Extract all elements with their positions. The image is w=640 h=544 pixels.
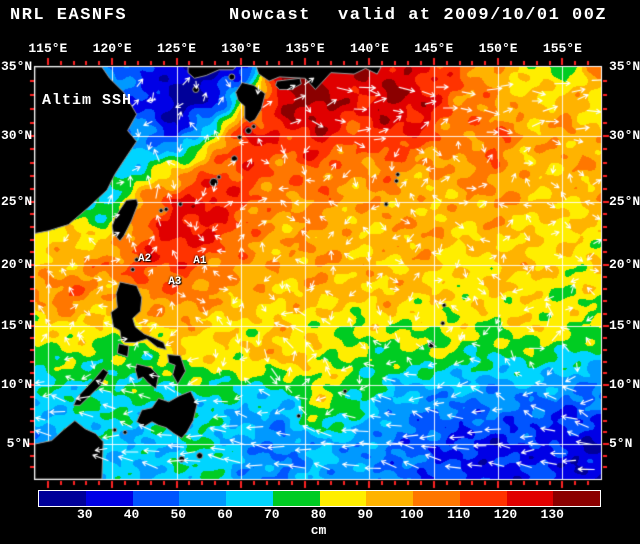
colorbar-segment [226, 491, 273, 506]
colorbar-segment [272, 491, 320, 506]
lat-tick-label: 10°N [1, 377, 33, 393]
lon-tick-label: 135°E [285, 41, 325, 56]
colorbar-segment [366, 491, 413, 506]
lon-tick-label: 125°E [156, 41, 196, 56]
colorbar-segment [85, 491, 133, 506]
lat-tick-label: 20°N [609, 256, 640, 272]
colorbar-tick-label: 60 [217, 507, 233, 522]
colorbar-segment [39, 491, 86, 506]
lat-tick-label: 15°N [1, 317, 33, 333]
lat-tick-label: 25°N [609, 193, 640, 209]
colorbar-unit-label: cm [310, 523, 327, 538]
station-label-a3: A3 [168, 275, 182, 288]
product-type-label: Nowcast [229, 6, 311, 25]
lat-tick-label: 5°N [6, 436, 30, 452]
lon-tick-label: 150°E [478, 41, 518, 56]
colorbar-tick-label: 100 [400, 507, 424, 522]
lat-tick-label: 20°N [1, 256, 33, 272]
field-name-label: Altim SSH [42, 92, 133, 109]
colorbar-segment [319, 491, 367, 506]
colorbar-tick-label: 70 [263, 507, 280, 522]
colorbar-segment [413, 491, 460, 506]
lat-tick-label: 35°N [1, 59, 33, 74]
colorbar-segment [179, 491, 226, 506]
station-label-a2: A2 [137, 253, 152, 266]
lon-tick-label: 120°E [92, 41, 132, 56]
colorbar-segment [459, 491, 507, 506]
colorbar-tick-label: 40 [123, 507, 140, 522]
colorbar-segment [506, 491, 554, 506]
lat-tick-label: 5°N [609, 436, 633, 452]
lon-tick-label: 140°E [349, 41, 389, 56]
colorbar-tick-label: 80 [310, 507, 327, 522]
colorbar-tick-label: 90 [357, 507, 374, 522]
lat-tick-label: 10°N [609, 377, 640, 393]
lon-tick-label: 115°E [28, 41, 68, 56]
colorbar-segment [553, 491, 600, 506]
colorbar-tick-label: 30 [76, 507, 93, 522]
lon-tick-label: 155°E [542, 41, 582, 56]
colorbar-tick-label: 120 [493, 507, 518, 522]
lat-tick-label: 25°N [1, 193, 33, 209]
lon-tick-label: 145°E [414, 41, 454, 56]
colorbar-tick-label: 50 [170, 507, 187, 522]
colorbar-segment [132, 491, 180, 506]
colorbar [38, 490, 601, 507]
model-name-label: NRL EASNFS [10, 6, 128, 25]
station-label-a1: A1 [193, 254, 207, 267]
valid-time-label: valid at 2009/10/01 00Z [338, 6, 608, 25]
lat-tick-label: 15°N [609, 317, 640, 333]
lat-tick-label: 30°N [609, 128, 640, 144]
colorbar-tick-label: 110 [447, 507, 471, 522]
lat-tick-label: 30°N [1, 128, 33, 144]
lat-tick-label: 35°N [609, 59, 640, 74]
colorbar-tick-label: 130 [540, 507, 564, 522]
lon-tick-label: 130°E [221, 41, 261, 56]
